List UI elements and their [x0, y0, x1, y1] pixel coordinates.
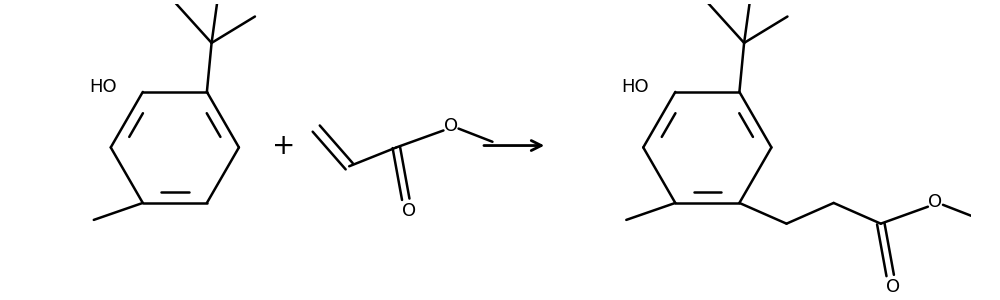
Text: O: O	[444, 117, 458, 135]
Text: HO: HO	[89, 78, 116, 96]
Text: O: O	[886, 278, 900, 296]
Text: O: O	[402, 202, 416, 220]
Text: O: O	[928, 193, 942, 211]
Text: +: +	[272, 131, 295, 160]
Text: HO: HO	[621, 78, 649, 96]
